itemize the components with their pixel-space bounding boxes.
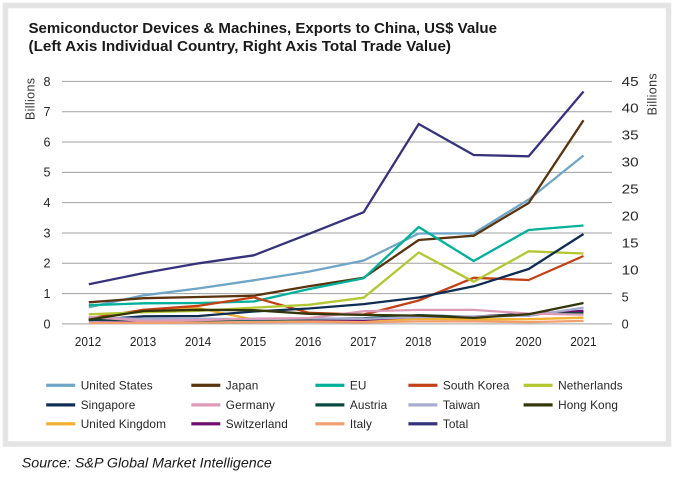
svg-text:3: 3: [43, 226, 50, 240]
svg-text:45: 45: [622, 75, 639, 89]
svg-text:40: 40: [622, 102, 639, 116]
svg-text:Billions: Billions: [24, 78, 38, 120]
svg-text:0: 0: [622, 317, 629, 331]
svg-text:Semiconductor Devices & Machin: Semiconductor Devices & Machines, Export…: [29, 20, 498, 37]
svg-text:6: 6: [43, 135, 50, 149]
svg-text:Billions: Billions: [646, 73, 660, 115]
svg-text:2015: 2015: [240, 335, 266, 349]
svg-text:South Korea: South Korea: [443, 378, 510, 392]
svg-text:Japan: Japan: [226, 378, 259, 392]
svg-text:5: 5: [622, 290, 629, 304]
svg-text:EU: EU: [350, 378, 367, 392]
svg-text:Source: S&P Global Market Inte: Source: S&P Global Market Intelligence: [22, 456, 272, 472]
svg-text:0: 0: [43, 317, 50, 331]
svg-text:30: 30: [622, 156, 639, 170]
svg-text:2020: 2020: [515, 335, 541, 349]
svg-text:2013: 2013: [130, 335, 156, 349]
svg-text:Singapore: Singapore: [81, 398, 136, 412]
svg-text:7: 7: [43, 105, 50, 119]
svg-text:United States: United States: [81, 378, 153, 392]
svg-text:(Left Axis Individual Country,: (Left Axis Individual Country, Right Axi…: [29, 38, 452, 55]
svg-text:2014: 2014: [185, 335, 211, 349]
svg-text:2: 2: [43, 257, 50, 271]
svg-text:35: 35: [622, 129, 639, 143]
svg-text:25: 25: [622, 183, 639, 197]
svg-text:2016: 2016: [295, 335, 321, 349]
svg-text:4: 4: [43, 196, 50, 210]
svg-text:5: 5: [43, 166, 50, 180]
svg-text:2012: 2012: [75, 335, 101, 349]
svg-text:2019: 2019: [460, 335, 486, 349]
svg-text:10: 10: [622, 263, 639, 277]
svg-text:Austria: Austria: [350, 398, 388, 412]
svg-text:Italy: Italy: [350, 417, 372, 431]
svg-text:2018: 2018: [405, 335, 431, 349]
svg-text:Germany: Germany: [226, 398, 275, 412]
svg-text:15: 15: [622, 236, 639, 250]
svg-text:20: 20: [622, 210, 639, 224]
svg-text:United Kingdom: United Kingdom: [81, 417, 166, 431]
svg-text:Hong Kong: Hong Kong: [558, 398, 618, 412]
svg-text:2021: 2021: [570, 335, 596, 349]
svg-text:Taiwan: Taiwan: [443, 398, 480, 412]
svg-text:8: 8: [43, 75, 50, 89]
svg-text:Total: Total: [443, 417, 468, 431]
svg-text:1: 1: [43, 287, 50, 301]
svg-text:Switzerland: Switzerland: [226, 417, 288, 431]
svg-text:2017: 2017: [350, 335, 376, 349]
svg-text:Netherlands: Netherlands: [558, 378, 623, 392]
